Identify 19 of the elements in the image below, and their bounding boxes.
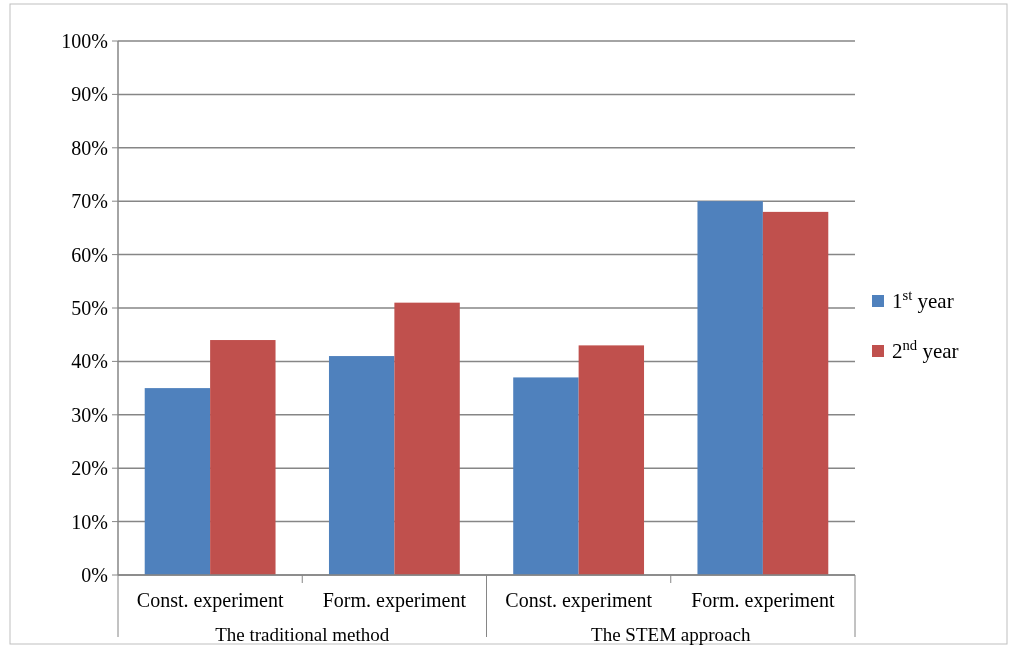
y-tick-label: 10% bbox=[71, 510, 108, 533]
x-tick-label: Const. experiment bbox=[136, 589, 284, 612]
y-tick-label: 30% bbox=[71, 403, 108, 426]
x-tick-label: Const. experiment bbox=[505, 589, 653, 612]
y-tick-label: 20% bbox=[71, 457, 108, 480]
y-tick-label: 0% bbox=[81, 564, 108, 586]
text: The STEM approach bbox=[591, 624, 751, 645]
x-tick-label: Form. experiment bbox=[322, 589, 467, 612]
y-tick-label: 70% bbox=[71, 190, 108, 213]
x-tick-label: Form. experiment bbox=[691, 589, 835, 612]
y-tick-label: 100% bbox=[61, 30, 108, 52]
legend-label: 1$^{st}$ year bbox=[892, 287, 954, 313]
y-tick-label: 80% bbox=[71, 136, 108, 159]
y-tick-label: 90% bbox=[71, 83, 108, 106]
y-tick-label: 40% bbox=[71, 350, 108, 373]
y-tick-label: 50% bbox=[71, 297, 108, 319]
text: The traditional method bbox=[215, 624, 390, 645]
y-tick-label: 60% bbox=[71, 243, 108, 266]
legend-label: 2$^{nd}$ year bbox=[892, 337, 959, 363]
